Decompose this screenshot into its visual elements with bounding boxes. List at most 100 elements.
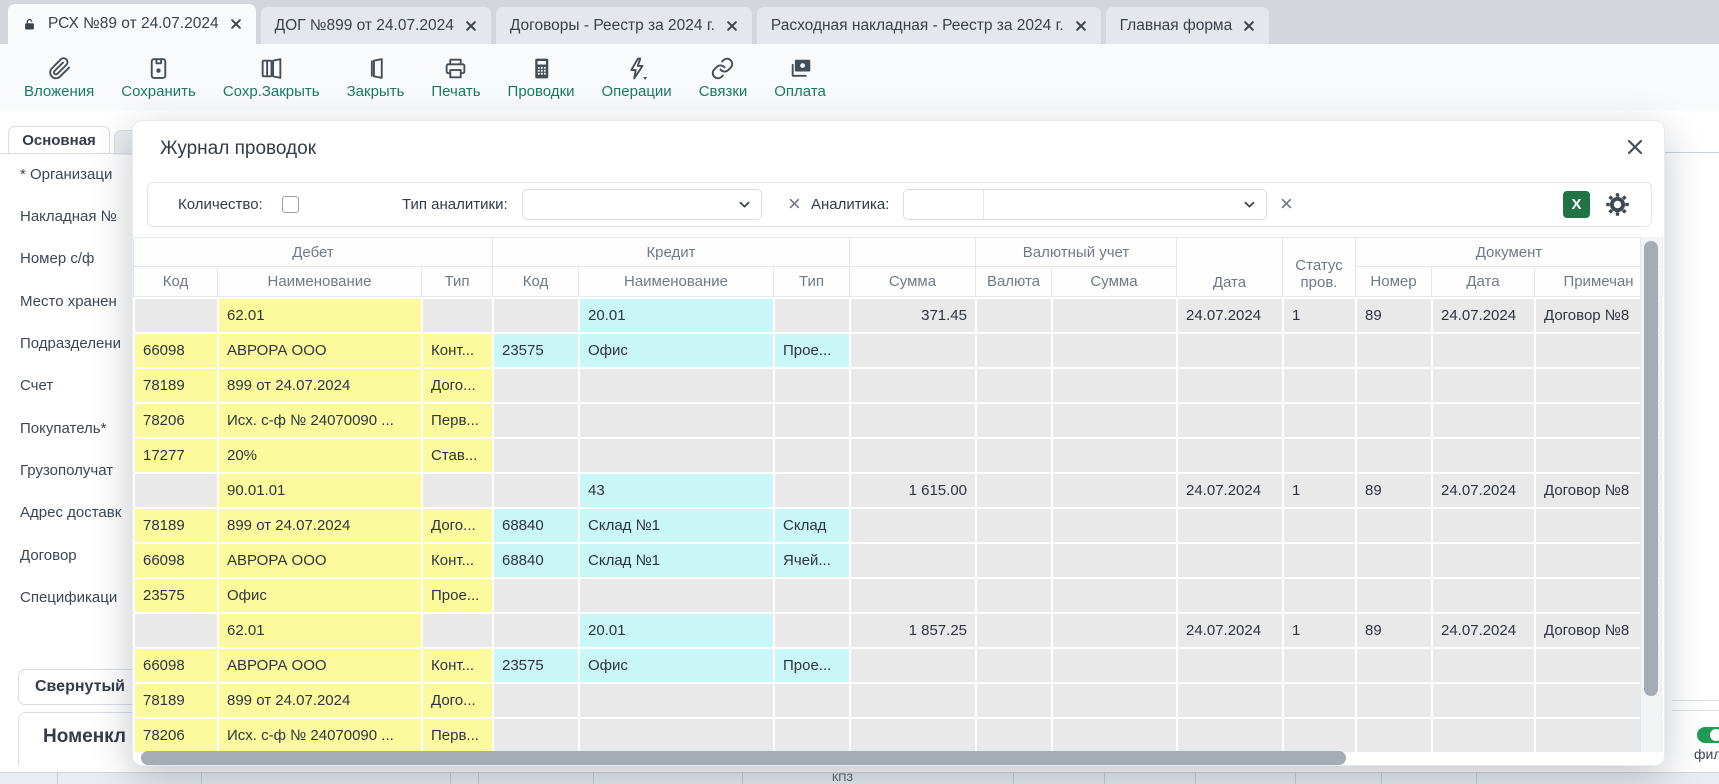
toolbar-save-close-button[interactable]: Сохр.Закрыть — [223, 54, 320, 100]
cell-debit-type — [423, 474, 492, 507]
tab-close-icon[interactable] — [230, 18, 242, 30]
table-row[interactable]: 78206 Исх. с-ф № 24070090 ... Перв... — [133, 404, 1664, 437]
toolbar-postings-button[interactable]: Проводки — [508, 54, 575, 100]
cell-credit-name: 43 — [580, 474, 773, 507]
header-debit-code[interactable]: Код — [134, 267, 218, 297]
gear-icon[interactable] — [1604, 191, 1631, 223]
tab-main-section[interactable]: Основная — [8, 126, 110, 154]
header-note[interactable]: Примечан — [1535, 267, 1663, 297]
cell-doc-number — [1357, 509, 1431, 542]
toolbar-print-button[interactable]: Печать — [431, 54, 481, 100]
table-row[interactable]: 17277 20% Став... — [133, 439, 1664, 472]
toolbar-links-button[interactable]: Связки — [699, 54, 747, 100]
header-doc-date[interactable]: Дата — [1432, 267, 1535, 297]
table-row[interactable]: 78189 899 от 24.07.2024 Дого... — [133, 684, 1664, 717]
header-doc-number[interactable]: Номер — [1356, 267, 1432, 297]
analytics-input[interactable] — [904, 190, 984, 219]
analytics-type-label: Тип аналитики: — [402, 196, 508, 213]
header-currency[interactable]: Валюта — [976, 267, 1052, 297]
cell-currency-sum — [1053, 544, 1176, 577]
tab-close-icon[interactable] — [726, 20, 738, 32]
analytics-select[interactable] — [903, 189, 1267, 220]
footer-column-label: КПЗ — [832, 772, 853, 784]
cell-credit-code: 68840 — [494, 544, 578, 577]
toolbar-save-button[interactable]: Сохранить — [121, 54, 196, 100]
header-currency-sum[interactable]: Сумма — [1052, 267, 1177, 297]
cell-credit-code — [494, 719, 578, 752]
tab-close-icon[interactable] — [1243, 20, 1255, 32]
tab-label: ДОГ №899 от 24.07.2024 — [274, 16, 454, 34]
tab-close-icon[interactable] — [465, 20, 477, 32]
cell-date — [1178, 439, 1282, 472]
cell-debit-type: Дого... — [423, 369, 492, 402]
table-row[interactable]: 62.01 20.01 371.45 24.07.2024 1 89 24.07.2024 Д… — [133, 299, 1664, 332]
footer-divider — [1381, 773, 1382, 784]
cell-credit-type — [775, 614, 849, 647]
cell-status — [1284, 369, 1355, 402]
cell-debit-name: Исх. с-ф № 24070090 ... — [219, 719, 421, 752]
header-sum[interactable]: Сумма — [850, 267, 976, 297]
header-date[interactable]: Дата — [1177, 238, 1283, 297]
cell-status — [1284, 684, 1355, 717]
header-debit-type[interactable]: Тип — [422, 267, 493, 297]
table-row[interactable]: 66098 АВРОРА ООО Конт... 23575 Офис Прое... — [133, 649, 1664, 682]
footer-divider — [201, 773, 202, 784]
cell-debit-type — [423, 299, 492, 332]
form-field-label: Договор — [20, 547, 77, 564]
clear-icon[interactable]: × — [1280, 191, 1293, 216]
quantity-checkbox[interactable] — [282, 196, 299, 213]
vertical-scrollbar-thumb[interactable] — [1644, 241, 1658, 696]
cell-debit-type: Конт... — [423, 649, 492, 682]
header-credit-type[interactable]: Тип — [774, 267, 850, 297]
table-row[interactable]: 66098 АВРОРА ООО Конт... 23575 Офис Прое... — [133, 334, 1664, 367]
cell-sum — [851, 404, 975, 437]
cell-currency-sum — [1053, 614, 1176, 647]
cell-credit-type — [775, 579, 849, 612]
table-row[interactable]: 23575 Офис Прое... — [133, 579, 1664, 612]
header-credit-code[interactable]: Код — [493, 267, 579, 297]
table-row[interactable]: 62.01 20.01 1 857.25 24.07.2024 1 89 24.07.202… — [133, 614, 1664, 647]
cell-doc-date — [1433, 334, 1534, 367]
cell-credit-name — [580, 719, 773, 752]
header-spacer — [850, 238, 976, 267]
close-icon[interactable] — [1622, 135, 1648, 161]
horizontal-scrollbar-thumb[interactable] — [141, 751, 1346, 765]
calculator-icon — [529, 54, 554, 81]
header-debit-name[interactable]: Наименование — [218, 267, 422, 297]
table-row[interactable]: 90.01.01 43 1 615.00 24.07.2024 1 89 24.07.202… — [133, 474, 1664, 507]
filter-toggle[interactable] — [1697, 727, 1719, 743]
toolbar-payment-button[interactable]: Оплата — [774, 54, 826, 100]
toolbar-attachments-button[interactable]: Вложения — [24, 54, 94, 100]
cell-credit-name: Офис — [580, 649, 773, 682]
tab-4[interactable]: Расходная накладная - Реестр за 2024 г. — [756, 7, 1101, 44]
toolbar-operations-button[interactable]: Операции — [602, 54, 672, 100]
tab-ghost[interactable] — [114, 130, 133, 155]
header-status[interactable]: Статус пров. — [1283, 238, 1356, 297]
cell-debit-type: Дого... — [423, 509, 492, 542]
tab-5[interactable]: Главная форма — [1105, 7, 1270, 44]
tab-2[interactable]: ДОГ №899 от 24.07.2024 — [260, 7, 491, 44]
cell-debit-code: 66098 — [135, 334, 217, 367]
analytics-type-select[interactable] — [522, 189, 762, 220]
header-group-document: Документ — [1356, 238, 1663, 267]
cell-currency-sum — [1053, 474, 1176, 507]
form-field-label: Подразделени — [20, 335, 121, 352]
vertical-scrollbar[interactable] — [1640, 237, 1661, 752]
header-credit-name[interactable]: Наименование — [579, 267, 774, 297]
cell-debit-type: Став... — [423, 439, 492, 472]
door-save-icon — [259, 54, 284, 81]
tab-close-icon[interactable] — [1075, 20, 1087, 32]
cell-doc-number — [1357, 334, 1431, 367]
cell-credit-name — [580, 369, 773, 402]
clear-icon[interactable]: × — [788, 191, 801, 216]
tab-1[interactable]: РСХ №89 от 24.07.2024 — [8, 4, 256, 44]
table-row[interactable]: 66098 АВРОРА ООО Конт... 68840 Склад №1 Ячей.… — [133, 544, 1664, 577]
table-row[interactable]: 78206 Исх. с-ф № 24070090 ... Перв... — [133, 719, 1664, 752]
toolbar-close-button[interactable]: Закрыть — [347, 54, 404, 100]
footer-divider — [1476, 773, 1477, 784]
tab-3[interactable]: Договоры - Реестр за 2024 г. — [495, 7, 752, 44]
cell-currency-sum — [1053, 579, 1176, 612]
excel-export-button[interactable]: X — [1563, 191, 1590, 218]
table-row[interactable]: 78189 899 от 24.07.2024 Дого... 68840 Склад … — [133, 509, 1664, 542]
table-row[interactable]: 78189 899 от 24.07.2024 Дого... — [133, 369, 1664, 402]
